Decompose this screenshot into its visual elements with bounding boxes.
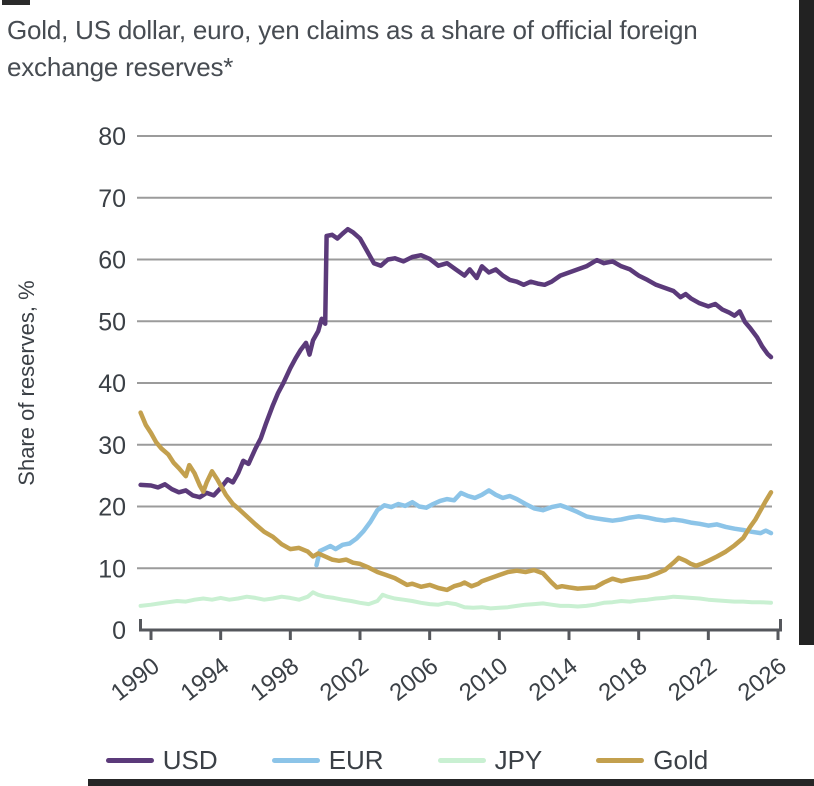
legend-swatch-usd xyxy=(105,757,154,763)
legend-swatch-eur xyxy=(271,757,320,763)
y-tick-label-70: 70 xyxy=(98,185,126,213)
x-tick-label-2006: 2006 xyxy=(385,652,444,706)
series-line-jpy xyxy=(138,590,773,611)
y-tick-label-60: 60 xyxy=(98,247,126,275)
series-line-eur xyxy=(314,488,774,568)
chart-title: Gold, US dollar, euro, yen claims as a s… xyxy=(7,12,814,86)
legend-label-jpy: JPY xyxy=(494,744,543,775)
y-axis-label: Share of reserves, % xyxy=(14,280,39,485)
window-edge-right xyxy=(799,0,814,645)
legend-item-usd: USD xyxy=(105,744,218,776)
series-line-gold xyxy=(138,410,774,593)
chart-legend: USD EUR JPY Gold xyxy=(0,741,814,779)
x-tick-label-2010: 2010 xyxy=(454,652,513,706)
legend-item-gold: Gold xyxy=(596,745,708,776)
x-tick-label-2002: 2002 xyxy=(315,652,374,706)
chart-title-line1: Gold, US dollar, euro, yen claims as a s… xyxy=(7,15,698,45)
legend-swatch-jpy xyxy=(437,757,486,763)
y-tick-label-0: 0 xyxy=(112,617,126,645)
legend-label-usd: USD xyxy=(162,744,218,775)
window-edge-bottom xyxy=(88,779,814,786)
y-tick-label-80: 80 xyxy=(98,123,126,151)
legend-item-eur: EUR xyxy=(271,744,384,776)
x-tick-label-2014: 2014 xyxy=(524,652,583,706)
legend-swatch-gold xyxy=(596,757,645,763)
chart-title-line2: exchange reserves* xyxy=(7,51,234,82)
x-tick-label-1994: 1994 xyxy=(176,652,235,706)
x-tick-label-2026: 2026 xyxy=(733,652,792,706)
legend-label-eur: EUR xyxy=(328,744,384,775)
y-tick-label-20: 20 xyxy=(98,494,126,522)
x-tick-label-1998: 1998 xyxy=(245,652,304,706)
x-tick-label-2018: 2018 xyxy=(594,652,653,706)
y-tick-label-50: 50 xyxy=(98,308,126,336)
x-tick-label-2022: 2022 xyxy=(663,652,722,706)
legend-label-gold: Gold xyxy=(653,744,709,775)
y-tick-label-10: 10 xyxy=(98,555,126,583)
window-edge-top-left xyxy=(2,0,30,5)
legend-item-jpy: JPY xyxy=(437,744,543,776)
x-tick-label-1990: 1990 xyxy=(106,652,165,706)
series-line-usd xyxy=(138,226,774,500)
y-tick-label-30: 30 xyxy=(98,432,126,460)
y-tick-label-40: 40 xyxy=(98,370,126,398)
